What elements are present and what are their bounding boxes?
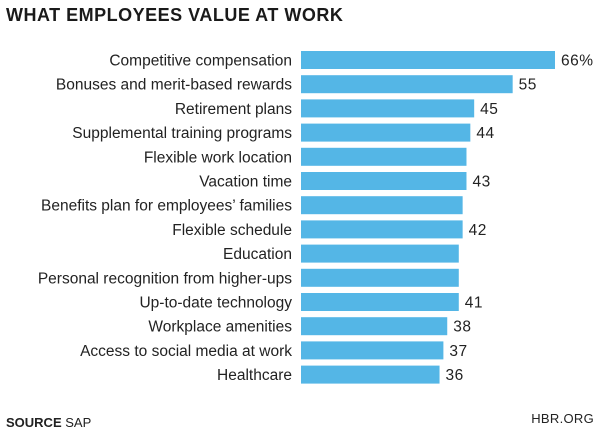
category-label: Vacation time	[199, 174, 292, 191]
value-label: 45	[480, 101, 498, 118]
bar	[301, 147, 467, 166]
category-label: Supplemental training programs	[72, 125, 292, 142]
bar	[301, 172, 467, 190]
bar	[301, 220, 463, 239]
bar	[301, 293, 459, 311]
category-label: Workplace amenities	[148, 319, 292, 336]
value-label: 55	[519, 77, 537, 94]
value-label: 66%	[561, 53, 594, 70]
value-label: 37	[449, 343, 467, 360]
category-label: Bonuses and merit-based rewards	[56, 77, 292, 94]
bar	[301, 341, 444, 360]
bar	[301, 99, 475, 118]
source-value: SAP	[65, 415, 92, 430]
value-label: 43	[472, 174, 490, 191]
category-label: Up-to-date technology	[139, 295, 292, 312]
category-label: Healthcare	[217, 367, 292, 384]
brand-label: HBR.ORG	[531, 411, 594, 426]
source-key: SOURCE	[6, 415, 62, 430]
bar	[301, 268, 459, 287]
source-note: SOURCE SAP	[6, 415, 91, 430]
bar	[301, 196, 463, 215]
bar	[301, 51, 555, 69]
category-label: Access to social media at work	[80, 343, 292, 360]
value-label: 36	[446, 367, 464, 384]
value-label: 44	[476, 125, 494, 142]
bar	[301, 75, 513, 94]
bar	[301, 365, 440, 384]
category-label: Personal recognition from higher-ups	[38, 270, 292, 287]
category-label: Flexible work location	[144, 149, 292, 166]
bar	[301, 123, 471, 142]
chart-title: WHAT EMPLOYEES VALUE AT WORK	[6, 5, 344, 25]
value-label: 41	[465, 295, 483, 312]
category-label: Flexible schedule	[172, 222, 292, 239]
value-label: 38	[453, 319, 471, 336]
category-label: Competitive compensation	[109, 53, 292, 70]
bars-layer: Competitive compensation 66% Bonuses and m…	[38, 51, 594, 384]
category-label: Benefits plan for employees’ families	[41, 198, 292, 215]
bar	[301, 244, 459, 263]
category-label: Retirement plans	[175, 101, 292, 118]
bar	[301, 317, 448, 336]
value-label: 42	[469, 222, 487, 239]
category-label: Education	[223, 246, 292, 263]
